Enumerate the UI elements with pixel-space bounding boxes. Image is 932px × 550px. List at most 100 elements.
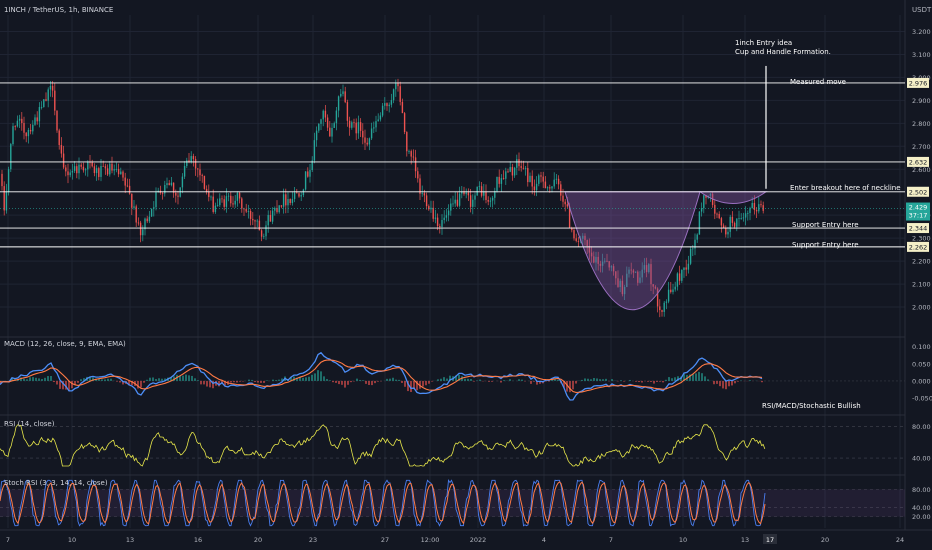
candle-body <box>456 199 459 206</box>
candle-body <box>478 186 481 188</box>
macd-hist-bar <box>443 377 445 381</box>
macd-hist-bar <box>659 380 661 382</box>
macd-title[interactable]: MACD (12, 26, close, 9, EMA, EMA) <box>4 340 126 348</box>
candle-body <box>309 170 311 177</box>
candle-body <box>102 165 104 167</box>
macd-hist-bar <box>530 380 532 384</box>
level-tag-bg <box>907 156 929 167</box>
candle-body <box>441 220 443 228</box>
macd-pane[interactable] <box>0 351 905 401</box>
candle-body <box>234 200 236 205</box>
y-tick-label: 2.700 <box>912 143 931 151</box>
candle-body <box>577 240 580 242</box>
macd-hist-bar <box>110 378 112 381</box>
candle-body <box>73 166 76 171</box>
candle-body <box>214 205 217 212</box>
macd-hist-bar <box>431 380 433 382</box>
macd-hist-bar <box>689 374 691 381</box>
candle-body <box>474 195 476 200</box>
macd-hist-bar <box>266 380 268 381</box>
x-tick-label: 7 <box>609 536 613 544</box>
candle-body <box>364 137 366 143</box>
candle-body <box>258 220 261 231</box>
macd-hist-bar <box>404 380 406 387</box>
candle-body <box>120 171 122 175</box>
macd-hist-bar <box>155 379 157 381</box>
candle-body <box>71 170 74 173</box>
candle-body <box>238 192 241 199</box>
candle-body <box>610 266 613 268</box>
macd-hist-bar <box>599 379 601 381</box>
candle-body <box>175 192 177 196</box>
candle-body <box>397 83 399 87</box>
candle-body <box>645 265 648 273</box>
candle-body <box>683 267 685 271</box>
level-tag: 2.262 <box>909 243 928 251</box>
macd-hist-bar <box>302 377 304 381</box>
candle-body <box>595 256 597 263</box>
macd-hist-bar <box>275 380 277 381</box>
rsi-y-tick: 80.00 <box>912 423 931 431</box>
candle-body <box>34 117 36 125</box>
price-pane[interactable] <box>0 65 905 318</box>
candle-body <box>667 289 670 302</box>
y-tick-label: 3.000 <box>912 74 931 82</box>
candle-body <box>744 213 747 218</box>
candle-body <box>641 269 643 278</box>
macd-y-tick: 0.000 <box>912 377 931 385</box>
candle-body <box>320 119 322 124</box>
candle-body <box>749 208 751 214</box>
candle-body <box>23 123 25 133</box>
candle-body <box>329 127 331 137</box>
candle-body <box>461 191 463 194</box>
candle-body <box>755 210 758 212</box>
candle-body <box>738 218 740 219</box>
candle-body <box>496 176 498 192</box>
macd-hist-bar <box>437 379 439 381</box>
macd-hist-bar <box>209 380 211 388</box>
macd-hist-bar <box>131 380 133 386</box>
candle-body <box>100 165 102 177</box>
candle-body <box>18 118 21 121</box>
macd-hist-bar <box>662 380 664 383</box>
support-label-1: Support Entry here <box>792 221 859 229</box>
macd-hist-bar <box>296 377 298 381</box>
candle-body <box>40 107 43 108</box>
macd-hist-bar <box>641 380 643 383</box>
candle-body <box>555 178 558 180</box>
macd-hist-bar <box>143 380 145 383</box>
candle-body <box>109 163 111 175</box>
stoch-title[interactable]: Stoch RSI (3, 3, 14, 14, close) <box>4 479 108 487</box>
candle-body <box>544 181 547 189</box>
candle-body <box>758 204 760 212</box>
candle-body <box>212 196 214 212</box>
candle-body <box>487 199 489 202</box>
candle-body <box>678 273 681 281</box>
candle-body <box>111 163 113 171</box>
macd-hist-bar <box>170 377 172 381</box>
candle-body <box>700 208 703 212</box>
macd-hist-bar <box>389 378 391 381</box>
stoch-rsi-pane[interactable] <box>0 478 905 527</box>
symbol-title[interactable]: 1INCH / TetherUS, 1h, BINANCE <box>4 6 114 14</box>
macd-hist-bar <box>218 380 220 387</box>
candle-body <box>80 164 82 167</box>
candle-body <box>395 83 397 90</box>
rsi-pane[interactable] <box>0 424 766 467</box>
candle-body <box>271 210 274 222</box>
candle-body <box>705 195 707 198</box>
macd-hist-bar <box>236 380 238 383</box>
candle-body <box>740 218 742 219</box>
candle-body <box>388 104 390 107</box>
candle-body <box>289 199 291 203</box>
rsi-title[interactable]: RSI (14, close) <box>4 420 55 428</box>
rsi-line <box>0 424 766 467</box>
macd-hist-bar <box>479 379 481 381</box>
macd-y-tick: 0.050 <box>912 360 931 368</box>
macd-hist-bar <box>68 380 70 391</box>
candle-body <box>51 85 54 91</box>
candle-body <box>661 310 663 312</box>
macd-hist-bar <box>281 378 283 381</box>
candle-body <box>386 103 388 107</box>
